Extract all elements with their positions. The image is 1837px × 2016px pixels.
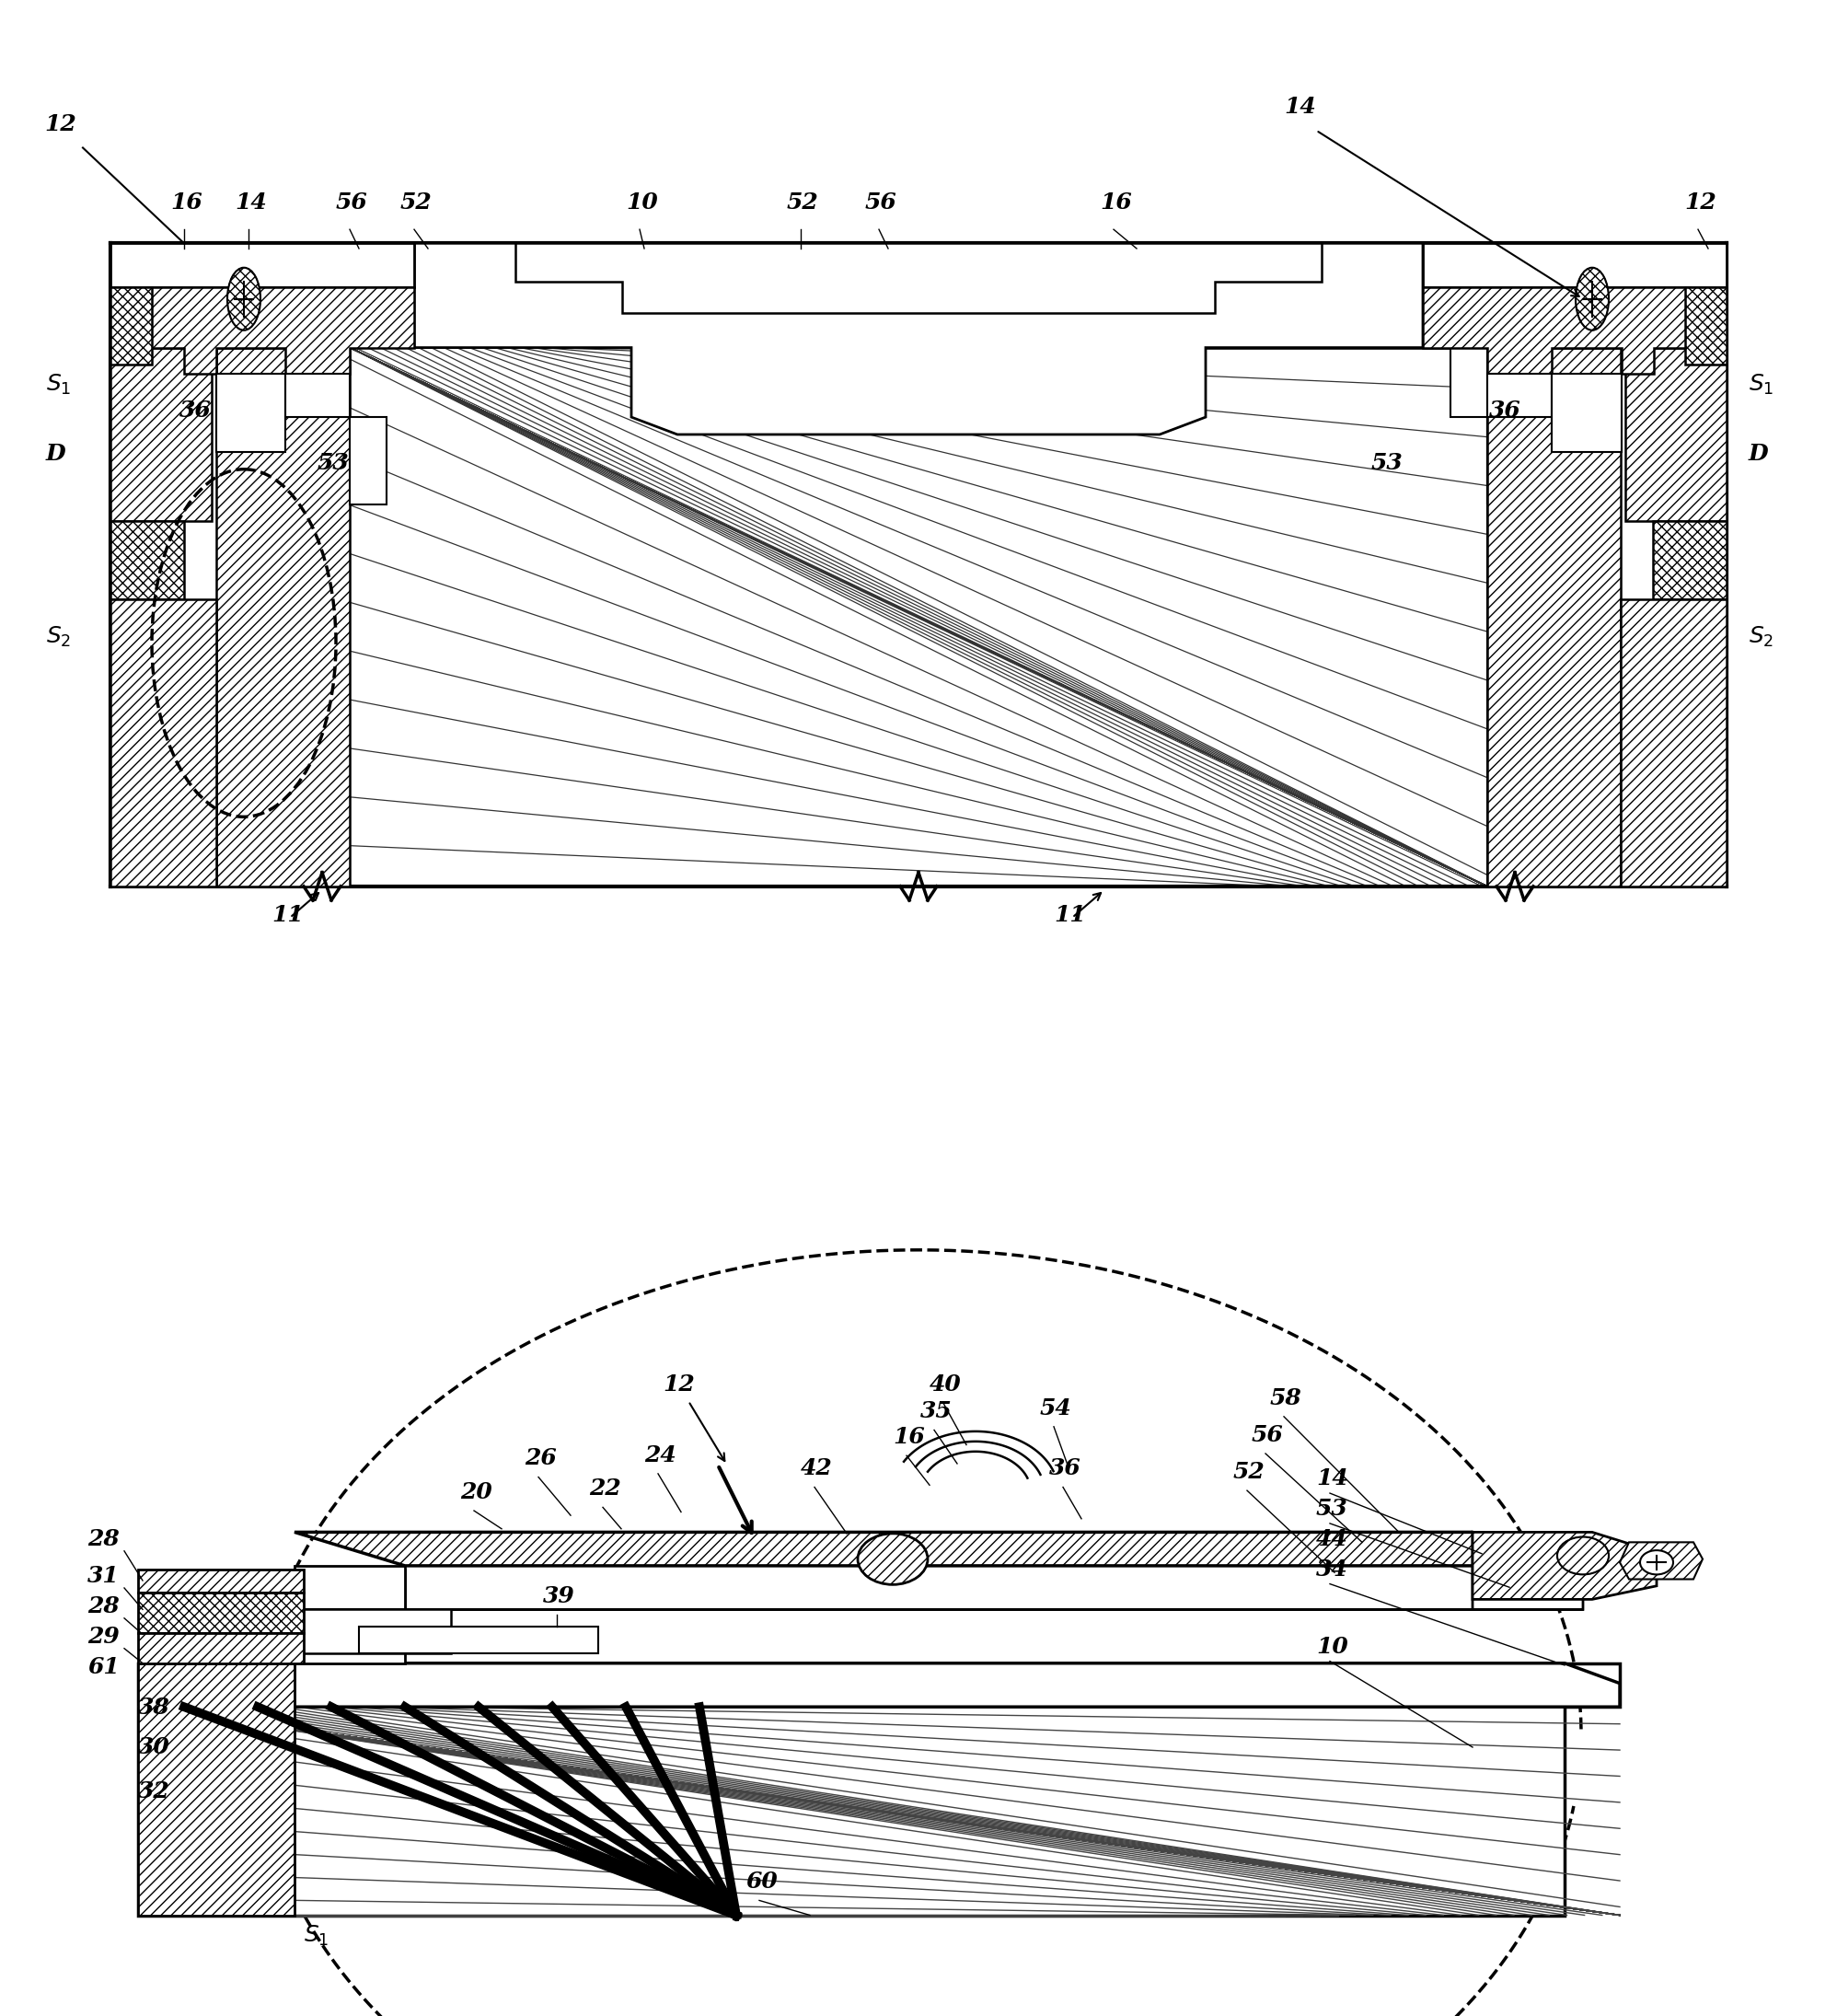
Text: $S_1$: $S_1$ [303, 1923, 329, 1947]
Text: 35: 35 [920, 1401, 952, 1423]
Polygon shape [1685, 286, 1727, 365]
Text: 20: 20 [461, 1482, 492, 1504]
Text: 56: 56 [865, 192, 896, 214]
Text: 53: 53 [1315, 1498, 1348, 1520]
Polygon shape [1473, 1532, 1657, 1599]
Text: 22: 22 [590, 1478, 621, 1500]
Polygon shape [1488, 373, 1552, 417]
Polygon shape [294, 1566, 404, 1609]
Text: 14: 14 [1315, 1468, 1348, 1490]
Polygon shape [138, 1663, 1620, 1915]
Text: 16: 16 [1100, 192, 1132, 214]
Polygon shape [1620, 1542, 1703, 1579]
Text: 60: 60 [746, 1871, 777, 1893]
Polygon shape [1653, 522, 1727, 599]
Text: 52: 52 [1233, 1462, 1266, 1484]
Polygon shape [110, 522, 184, 599]
Text: 56: 56 [1251, 1423, 1284, 1445]
Polygon shape [294, 1568, 404, 1663]
Text: 16: 16 [171, 192, 202, 214]
Polygon shape [294, 1532, 1583, 1566]
Circle shape [1640, 1550, 1674, 1574]
Text: $S_2$: $S_2$ [1749, 625, 1775, 649]
Circle shape [1576, 268, 1609, 331]
Text: 14: 14 [235, 192, 266, 214]
Circle shape [1558, 1536, 1609, 1574]
Text: 10: 10 [1315, 1635, 1348, 1657]
Text: 16: 16 [893, 1425, 924, 1447]
Polygon shape [110, 347, 211, 522]
Text: 39: 39 [544, 1585, 575, 1607]
Text: 36: 36 [1490, 399, 1521, 421]
Text: 40: 40 [930, 1373, 961, 1395]
Text: 28: 28 [88, 1595, 119, 1617]
Polygon shape [110, 286, 152, 365]
Text: 44: 44 [1315, 1528, 1348, 1550]
Text: 31: 31 [88, 1564, 119, 1587]
Polygon shape [1424, 286, 1690, 373]
Text: D: D [1749, 444, 1769, 466]
Text: 58: 58 [1269, 1387, 1302, 1409]
Text: 38: 38 [138, 1695, 171, 1718]
Polygon shape [294, 1663, 1620, 1708]
Text: 12: 12 [1685, 192, 1716, 214]
Polygon shape [138, 1593, 303, 1633]
Polygon shape [138, 1568, 303, 1593]
Polygon shape [147, 286, 413, 373]
Text: $S_1$: $S_1$ [46, 373, 72, 397]
Text: 12: 12 [663, 1373, 694, 1395]
Polygon shape [110, 244, 413, 286]
Polygon shape [285, 373, 349, 417]
Text: 11: 11 [272, 903, 303, 925]
Polygon shape [294, 1609, 450, 1653]
Text: 52: 52 [786, 192, 819, 214]
Polygon shape [217, 347, 349, 887]
Polygon shape [1626, 347, 1727, 522]
Polygon shape [413, 244, 1424, 435]
Text: 52: 52 [400, 192, 432, 214]
Text: 12: 12 [44, 113, 75, 135]
Text: $S_2$: $S_2$ [46, 625, 72, 649]
Text: 30: 30 [138, 1736, 171, 1758]
Text: 36: 36 [1049, 1458, 1082, 1480]
Polygon shape [110, 599, 217, 887]
Text: $S_1$: $S_1$ [1749, 373, 1775, 397]
Polygon shape [217, 373, 285, 452]
Polygon shape [1473, 1532, 1583, 1609]
Polygon shape [516, 244, 1321, 312]
Text: 61: 61 [88, 1655, 119, 1677]
Text: 42: 42 [801, 1458, 832, 1480]
Text: 28: 28 [88, 1528, 119, 1550]
Polygon shape [138, 1633, 303, 1663]
Text: 34: 34 [1315, 1558, 1348, 1581]
Text: 54: 54 [1040, 1397, 1073, 1419]
Polygon shape [1552, 373, 1622, 452]
Text: 32: 32 [138, 1780, 171, 1802]
Polygon shape [1424, 244, 1727, 286]
Text: D: D [46, 444, 66, 466]
Polygon shape [1451, 347, 1488, 504]
Text: 26: 26 [525, 1447, 557, 1470]
Text: 10: 10 [626, 192, 658, 214]
Text: 53: 53 [1370, 452, 1403, 474]
Polygon shape [138, 1663, 294, 1915]
Text: 14: 14 [1284, 95, 1315, 117]
Polygon shape [1620, 599, 1727, 887]
Text: 11: 11 [1054, 903, 1086, 925]
Text: 24: 24 [645, 1443, 676, 1466]
Polygon shape [358, 1627, 599, 1653]
Polygon shape [1488, 347, 1620, 887]
Circle shape [858, 1534, 928, 1585]
Text: 56: 56 [336, 192, 367, 214]
Text: 53: 53 [318, 452, 349, 474]
Polygon shape [349, 347, 386, 504]
Text: 36: 36 [180, 399, 211, 421]
Circle shape [228, 268, 261, 331]
Text: 29: 29 [88, 1625, 119, 1647]
